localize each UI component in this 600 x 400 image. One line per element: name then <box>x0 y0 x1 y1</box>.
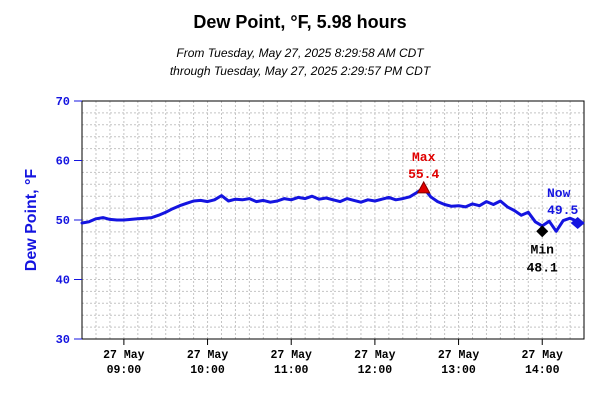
x-tick-date-label: 27 May <box>271 349 313 362</box>
max-value: 55.4 <box>408 167 439 182</box>
x-axis-ticks: 27 May 09:00 27 May 10:00 27 May 11:00 27 May 1… <box>103 339 563 377</box>
x-tick-date-label: 27 May <box>187 349 229 362</box>
x-tick-date-label: 27 May <box>354 349 396 362</box>
y-tick-label: 60 <box>56 155 70 169</box>
y-axis-ticks: 30 40 50 60 70 <box>56 95 82 347</box>
x-tick-time-label: 12:00 <box>358 364 393 377</box>
max-marker <box>416 180 431 194</box>
min-marker <box>536 225 549 238</box>
y-tick-label: 70 <box>56 95 70 109</box>
x-tick-date-label: 27 May <box>438 349 480 362</box>
x-tick-time-label: 11:00 <box>274 364 309 377</box>
y-tick-label: 30 <box>56 333 70 347</box>
chart-subtitle-line1: From Tuesday, May 27, 2025 8:29:58 AM CD… <box>176 46 425 60</box>
min-value: 48.1 <box>527 260 558 275</box>
annotations-layer: Max 55.4 Min 48.1 Now 49.5 <box>408 150 585 275</box>
now-value: 49.5 <box>547 203 578 218</box>
x-tick-time-label: 13:00 <box>441 364 476 377</box>
now-marker <box>570 216 585 229</box>
y-tick-label: 50 <box>56 214 70 228</box>
grid-lines <box>81 100 584 340</box>
x-tick-time-label: 09:00 <box>107 364 142 377</box>
min-label: Min <box>531 242 555 257</box>
y-tick-label: 40 <box>56 274 70 288</box>
x-tick-time-label: 10:00 <box>190 364 225 377</box>
plot-frame <box>81 100 585 340</box>
series-layer <box>80 186 585 233</box>
series-line-dew-point <box>80 186 585 233</box>
x-tick-date-label: 27 May <box>103 349 145 362</box>
x-tick-time-label: 14:00 <box>525 364 560 377</box>
chart-subtitle-line2: through Tuesday, May 27, 2025 2:29:57 PM… <box>170 64 432 78</box>
chart-title: Dew Point, °F, 5.98 hours <box>193 12 406 32</box>
y-axis-label: Dew Point, °F <box>23 169 40 272</box>
now-label: Now <box>547 186 571 201</box>
x-tick-date-label: 27 May <box>522 349 564 362</box>
max-label: Max <box>412 150 436 165</box>
